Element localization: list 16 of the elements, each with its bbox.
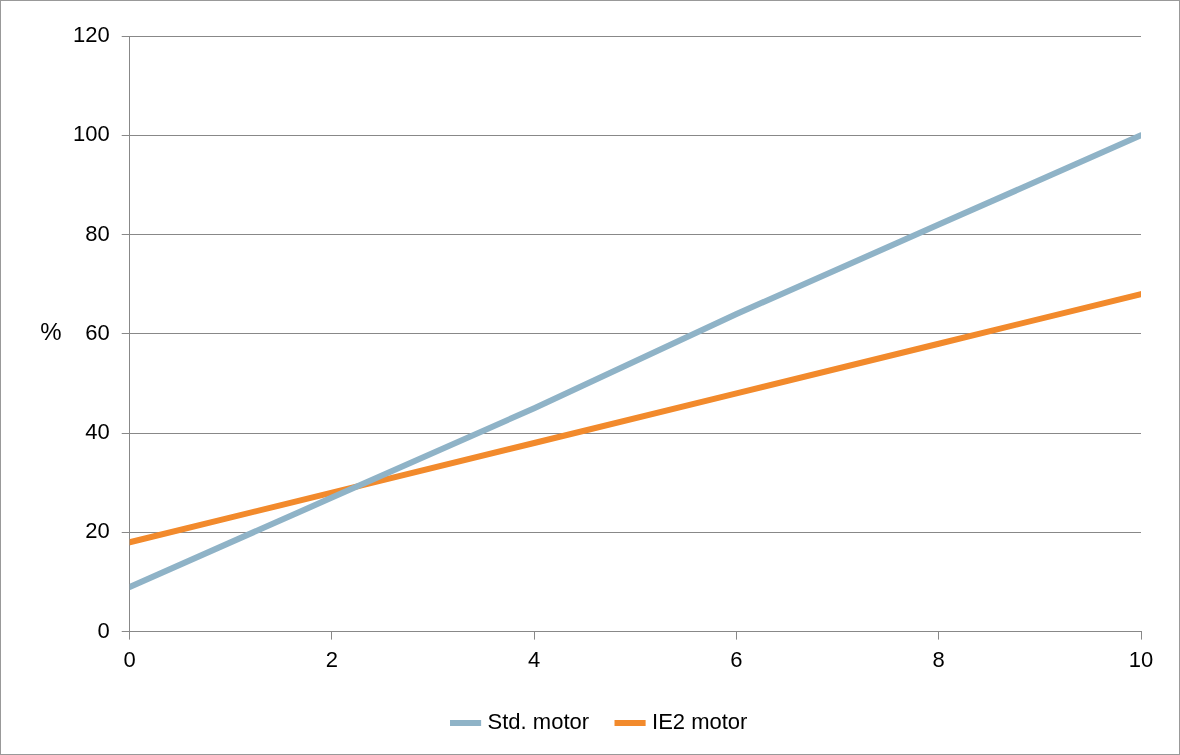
x-tick-label: 6 [730,646,743,672]
legend-label: IE2 motor [652,709,748,735]
y-tick-label: 0 [97,617,110,643]
y-tick-label: 120 [72,22,110,48]
legend-label: Std. motor [487,709,590,735]
x-tick-label: 10 [1128,646,1154,672]
x-tick-label: 0 [123,646,136,672]
x-tick-label: 8 [932,646,945,672]
y-axis-title: % [40,318,62,346]
y-tick-label: 20 [85,518,110,544]
y-tick-label: 100 [72,121,110,147]
y-tick-label: 80 [85,220,110,246]
y-tick-label: 40 [85,419,110,445]
x-tick-label: 2 [325,646,339,672]
y-tick-label: 60 [85,319,110,345]
x-tick-label: 4 [528,646,541,672]
